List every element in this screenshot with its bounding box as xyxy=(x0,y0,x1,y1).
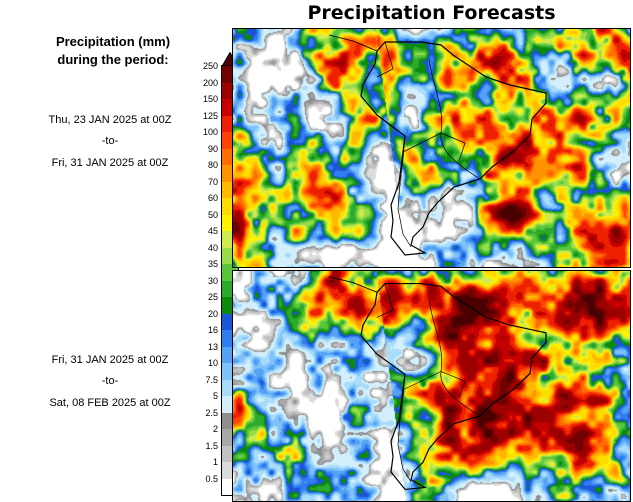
period-2-separator: -to- xyxy=(101,375,119,388)
colorbar-tick-label: 40 xyxy=(207,242,218,253)
period-2-label: Fri, 31 JAN 2025 at 00Z -to- Sat, 08 FEB… xyxy=(8,350,212,414)
colorbar-tick-label: 35 xyxy=(207,259,218,269)
colorbar-tick-label: 250 xyxy=(202,61,218,71)
forecast-map-period-2 xyxy=(232,270,631,502)
period-2-end: Sat, 08 FEB 2025 at 00Z xyxy=(49,396,171,409)
colorbar-tick-label: 60 xyxy=(207,193,218,203)
period-2-start: Fri, 31 JAN 2025 at 00Z xyxy=(51,354,169,366)
period-1-end: Fri, 31 JAN 2025 at 00Z xyxy=(51,156,169,169)
forecast-map-period-1 xyxy=(232,28,631,268)
colorbar-tick-label: 1 xyxy=(212,457,218,467)
colorbar-tick-label: 50 xyxy=(207,209,218,220)
colorbar-tick-label: 1.5 xyxy=(205,440,218,451)
colorbar-tick-label: 13 xyxy=(207,341,218,352)
page-title: Precipitation Forecasts xyxy=(307,2,556,24)
colorbar-tick-label: 2 xyxy=(212,424,218,434)
colorbar-tick-label: 7.5 xyxy=(205,374,218,385)
colorbar-tick-label: 5 xyxy=(212,391,218,401)
colorbar-tick-label: 125 xyxy=(202,110,218,121)
colorbar-tick-label: 80 xyxy=(207,160,218,170)
period-1-start: Thu, 23 JAN 2025 at 00Z xyxy=(48,114,172,126)
colorbar-tick-label: 0.5 xyxy=(205,473,218,484)
legend-title: Precipitation (mm) during the period: xyxy=(18,33,208,68)
colorbar-tick-label: 20 xyxy=(207,308,218,319)
colorbar-tick-label: 100 xyxy=(202,127,218,137)
colorbar-tick-label: 16 xyxy=(207,325,218,335)
colorbar-tick-label: 25 xyxy=(207,292,218,302)
colorbar-tick-label: 90 xyxy=(207,143,218,154)
colorbar-tick-label: 150 xyxy=(202,94,218,104)
precipitation-field-canvas-2 xyxy=(233,271,630,501)
colorbar-tick-label: 70 xyxy=(207,176,218,187)
precipitation-field-canvas-1 xyxy=(233,29,630,267)
period-1-separator: -to- xyxy=(101,135,119,148)
period-1-label: Thu, 23 JAN 2025 at 00Z -to- Fri, 31 JAN… xyxy=(8,110,212,174)
colorbar-tick-label: 200 xyxy=(202,77,218,88)
legend-title-line1: Precipitation (mm) xyxy=(55,34,171,49)
colorbar-tick-label: 30 xyxy=(207,275,218,286)
colorbar-tick-label: 45 xyxy=(207,226,218,236)
colorbar-tick-label: 10 xyxy=(207,358,218,368)
colorbar-tick-label: 2.5 xyxy=(205,407,218,418)
legend-title-line2: during the period: xyxy=(57,51,169,67)
